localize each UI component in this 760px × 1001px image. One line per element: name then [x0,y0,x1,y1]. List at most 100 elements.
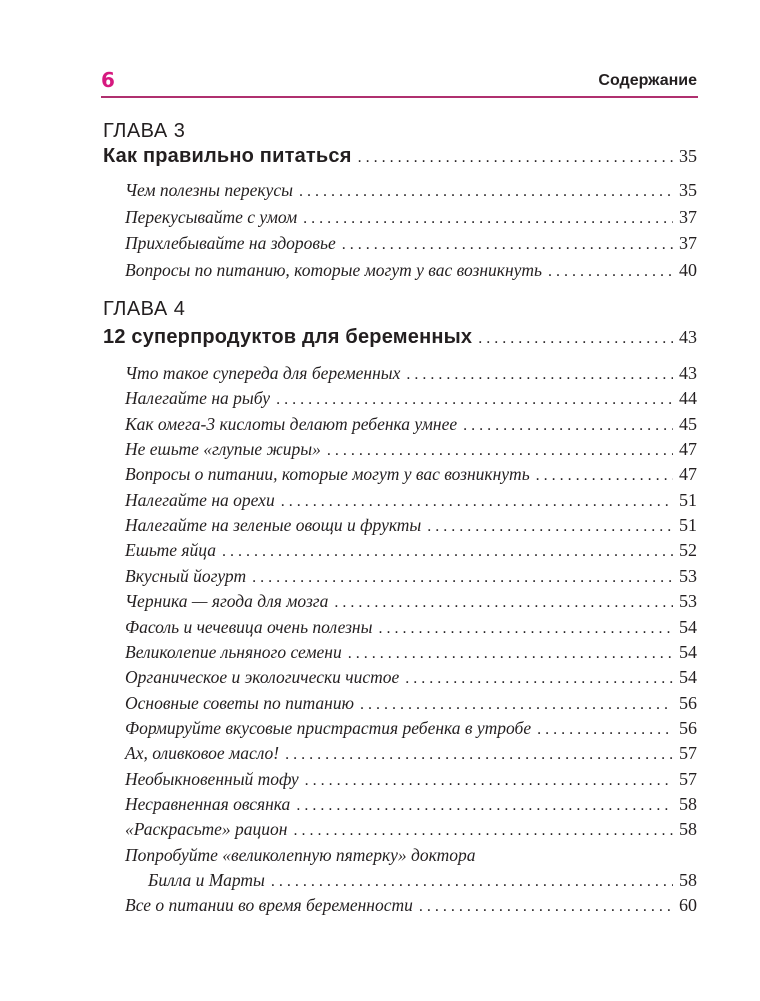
toc-entry-title: Ах, оливковое масло! [125,743,280,764]
toc-entry-title: Не ешьте «глупые жиры» [125,439,321,460]
dot-leader [358,149,673,167]
toc-entry-title: Попробуйте «великолепную пятерку» доктор… [125,844,476,865]
toc-entry[interactable]: «Раскрасьте» рацион 58 [125,819,697,840]
toc-entry[interactable]: Не ешьте «глупые жиры» 47 [125,439,697,460]
toc-entry[interactable]: Органическое и экологически чистое 54 [125,667,697,688]
toc-entry[interactable]: Попробуйте «великолепную пятерку» доктор… [125,845,719,866]
toc-page-number: 54 [679,641,697,662]
toc-page-number: 47 [679,464,697,485]
toc-page-number: 51 [679,515,697,536]
page-number: 6 [101,68,115,92]
dot-leader [296,797,673,815]
toc-entry[interactable]: Черника — ягода для мозга 53 [125,591,697,612]
toc-entry[interactable]: Перекусывайте с умом 37 [125,207,697,228]
chapter-title-row[interactable]: Как правильно питаться 35 [103,145,697,168]
toc-entry-title: Налегайте на зеленые овощи и фрукты [125,515,422,536]
toc-page-number: 35 [679,146,697,166]
toc-entry[interactable]: Чем полезны перекусы 35 [125,180,697,201]
toc-entry-title: Необыкновенный тофу [125,768,299,789]
dot-leader [281,493,673,511]
toc-page-number: 54 [679,616,697,637]
dot-leader [222,543,673,561]
toc-page-number: 43 [679,327,697,347]
toc-entry-title: Прихлебывайте на здоровье [125,233,336,253]
toc-page-number: 57 [679,743,697,764]
toc-page-number: 58 [679,793,697,814]
toc-entry[interactable]: Фасоль и чечевица очень полезны 54 [125,617,697,638]
toc-entry-title: Органическое и экологически чистое [125,667,400,688]
chapter-label: ГЛАВА 4 [103,298,186,320]
toc-page-number: 57 [679,768,697,789]
toc-entry-title: Вкусный йогурт [125,565,247,586]
chapter-title-row[interactable]: 12 суперпродуктов для беременных 43 [103,326,697,349]
toc-entry[interactable]: Прихлебывайте на здоровье 37 [125,233,697,254]
toc-page-number: 45 [679,413,697,434]
dot-leader [303,210,673,228]
dot-leader [360,696,673,714]
toc-page-number: 44 [679,388,697,409]
toc-page-number: 56 [679,717,697,738]
dot-leader [378,620,673,638]
toc-page-number: 56 [679,692,697,713]
toc-entry[interactable]: Несравненная овсянка 58 [125,794,697,815]
toc-entry[interactable]: Вопросы о питании, которые могут у вас в… [125,464,697,485]
toc-entry[interactable]: Ешьте яйца 52 [125,540,697,561]
dot-leader [342,236,673,254]
toc-page-number: 37 [679,206,697,227]
toc-page-number: 60 [679,895,697,916]
toc-entry-title: Формируйте вкусовые пристрастия ребенка … [125,717,532,738]
dot-leader [427,518,673,536]
toc-page-number: 54 [679,667,697,688]
dot-leader [299,183,673,201]
toc-page-number: 47 [679,439,697,460]
toc-entry-title: Несравненная овсянка [125,793,291,814]
dot-leader [463,417,673,435]
toc-entry-title: Все о питании во время беременности [125,895,413,916]
toc-entry[interactable]: Необыкновенный тофу 57 [125,769,697,790]
dot-leader [285,746,673,764]
dot-leader [252,569,673,587]
toc-entry[interactable]: Основные советы по питанию 56 [125,693,697,714]
toc-page-number: 58 [679,819,697,840]
toc-entry[interactable]: Налегайте на зеленые овощи и фрукты 51 [125,515,697,536]
header-rule [101,96,698,98]
toc-page-number: 53 [679,591,697,612]
toc-page-number: 37 [679,233,697,253]
toc-page-number: 43 [679,363,697,383]
toc-entry[interactable]: Вкусный йогурт 53 [125,566,697,587]
toc-entry-title: Налегайте на рыбу [125,388,271,409]
toc-entry-title: «Раскрасьте» рацион [125,819,288,840]
dot-leader [419,898,673,916]
toc-entry[interactable]: Налегайте на орехи 51 [125,490,697,511]
dot-leader [305,772,673,790]
dot-leader [406,366,673,384]
dot-leader [327,442,673,460]
dot-leader [536,467,673,485]
toc-page-number: 58 [679,870,697,890]
toc-entry[interactable]: Великолепие льняного семени 54 [125,642,697,663]
toc-entry-continuation[interactable]: Билла и Марты 58 [148,870,697,891]
toc-entry-title: Черника — ягода для мозга [125,591,329,612]
toc-entry-title: Что такое супереда для беременных [125,363,401,383]
toc-entry-title: Билла и Марты [148,870,265,890]
toc-page-number: 40 [679,259,697,280]
toc-entry-title: Вопросы по питанию, которые могут у вас … [125,259,543,280]
dot-leader [293,822,673,840]
toc-entry[interactable]: Как омега-3 кислоты делают ребенка умнее… [125,414,697,435]
toc-entry[interactable]: Что такое супереда для беременных 43 [125,363,697,384]
dot-leader [405,670,673,688]
dot-leader [548,263,673,281]
dot-leader [478,330,673,348]
toc-entry[interactable]: Вопросы по питанию, которые могут у вас … [125,260,697,281]
dot-leader [348,645,673,663]
toc-entry[interactable]: Ах, оливковое масло! 57 [125,743,697,764]
dot-leader [537,721,673,739]
toc-entry-title: Великолепие льняного семени [125,641,342,662]
toc-entry[interactable]: Налегайте на рыбу 44 [125,388,697,409]
toc-entry-title: Основные советы по питанию [125,692,354,713]
toc-entry[interactable]: Все о питании во время беременности 60 [125,895,697,916]
toc-page-number: 51 [679,489,697,510]
toc-entry[interactable]: Формируйте вкусовые пристрастия ребенка … [125,718,697,739]
toc-page-number: 52 [679,540,697,561]
toc-page-number: 53 [679,565,697,586]
